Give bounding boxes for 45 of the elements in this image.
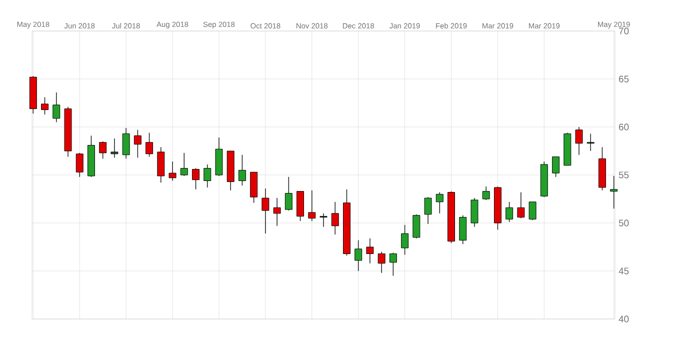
candlestick: [389, 252, 397, 276]
candlestick: [168, 161, 176, 182]
candlestick: [354, 240, 362, 272]
candlestick: [459, 214, 467, 245]
y-tick-label: 55: [618, 172, 629, 178]
candlestick: [122, 128, 130, 160]
candlestick: [552, 156, 560, 178]
candlestick: [528, 201, 536, 221]
candlestick: [52, 92, 60, 123]
candlestick: [378, 251, 386, 274]
candlestick: [204, 164, 212, 188]
y-tick-label: 60: [619, 124, 629, 130]
candlestick: [238, 154, 246, 186]
candlestick: [262, 188, 270, 234]
candlestick: [412, 214, 420, 239]
candlestick: [157, 146, 165, 184]
candlestick: [99, 141, 107, 160]
candlestick: [110, 138, 118, 158]
candlestick: [146, 132, 154, 158]
candlestick: [401, 224, 409, 256]
candlestick: [76, 152, 84, 178]
candlestick: [610, 176, 618, 209]
candlestick: [470, 198, 478, 228]
y-tick-label: 45: [618, 268, 629, 274]
candlestick: [366, 238, 374, 264]
candlestick: [506, 201, 514, 222]
candlestick: [192, 168, 200, 190]
y-tick-label: 70: [619, 28, 629, 34]
y-tick-label: 65: [619, 76, 629, 82]
candlestick: [517, 192, 525, 219]
candlestick: [424, 196, 432, 224]
candlestick: [134, 129, 142, 158]
candlestick: [482, 186, 490, 200]
candlestick: [284, 176, 292, 211]
candlestick: [320, 213, 328, 228]
candlestick: [273, 198, 281, 226]
candlestick: [180, 152, 188, 176]
candlestick: [586, 133, 594, 152]
y-tick-label: 40: [618, 316, 629, 322]
candlestick: [41, 96, 49, 115]
candlestick: [436, 192, 444, 214]
candlestick: [331, 201, 339, 235]
candlestick: [308, 190, 316, 222]
candlestick: [575, 126, 583, 156]
y-tick-label: 50: [618, 220, 629, 226]
